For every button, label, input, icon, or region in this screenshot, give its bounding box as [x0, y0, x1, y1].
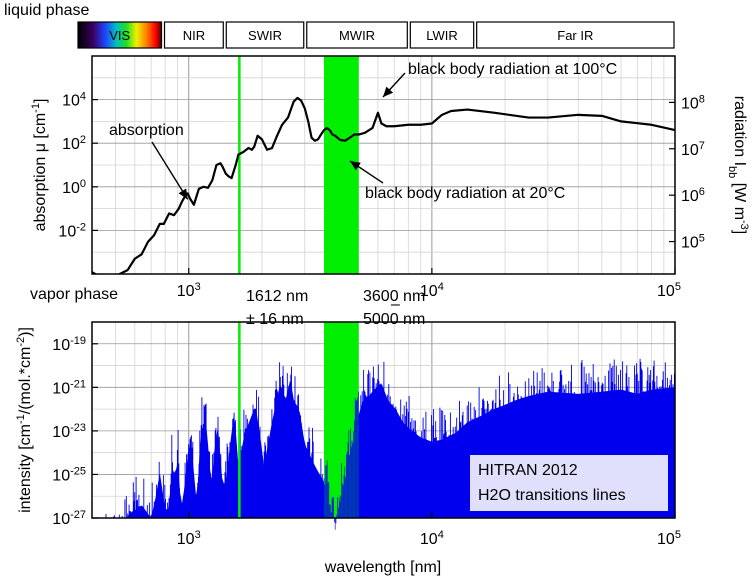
bottom-ticks: 103 104 105 10-27 10-25 10-23 10-21 10-19	[52, 335, 681, 548]
top-plot-frame	[91, 55, 676, 275]
band-label-vis: VIS	[109, 28, 130, 43]
band-label-lwir: LWIR	[426, 28, 458, 43]
annotation-absorption: absorption	[109, 122, 184, 139]
top-chart-title: liquid phase	[4, 2, 90, 19]
right-ytick-label: 106	[681, 186, 705, 205]
band-nir	[163, 21, 224, 49]
annotation-bb20-arrow	[349, 160, 384, 184]
top-xtick-label: 103	[177, 281, 201, 300]
bottom-y-axis-label: intensity [cm-1/(mol.*cm-2)]	[15, 327, 34, 513]
bottom-legend: HITRAN 2012 H2O transitions lines	[470, 455, 668, 511]
band-label-swir: SWIR	[248, 28, 282, 43]
highlight-label-mwir-line1: 3600 nm	[363, 288, 425, 305]
bottom-ytick-label: 10-25	[52, 465, 86, 484]
bottom-ytick-label: 10-21	[52, 378, 86, 397]
bottom-highlights	[238, 322, 359, 530]
left-axis-label: absorption μ [cm-1]	[30, 99, 49, 232]
band-lwir	[409, 21, 475, 49]
annotation-bb20: black body radiation at 20°C	[365, 185, 565, 202]
top-xtick-label: 104	[420, 281, 444, 300]
top-annotations: absorption black body radiation at 100°C b…	[109, 61, 617, 202]
annotation-bb100: black body radiation at 100°C	[408, 61, 617, 78]
bottom-ytick-label: 10-23	[52, 422, 86, 441]
right-ytick-label: 107	[681, 140, 705, 159]
spectral-band-bar: VIS NIR SWIR MWIR LWIR Far IR	[77, 21, 675, 49]
band-mwir	[306, 21, 408, 49]
hitran-lines-in-band	[323, 391, 359, 530]
bottom-plot-frame	[91, 321, 676, 519]
band-far-ir	[476, 21, 675, 49]
annotation-bb100-arrow	[382, 72, 406, 98]
right-axis-label: radiation Ibb [W m-3]	[726, 96, 750, 235]
legend-line1: HITRAN 2012	[478, 462, 578, 479]
highlight-label-1612: 1612 nm ± 16 nm	[246, 288, 308, 328]
bottom-xtick-label: 103	[177, 529, 201, 548]
left-ytick-label: 100	[62, 178, 86, 197]
right-ytick-label: 108	[681, 93, 705, 112]
band-label-mwir: MWIR	[339, 28, 375, 43]
legend-line2: H2O transitions lines	[478, 487, 626, 504]
annotation-absorption-arrow	[151, 141, 189, 200]
left-ytick-label: 10-2	[58, 221, 86, 240]
bottom-xtick-label: 105	[657, 529, 681, 548]
top-ticks: 103 104 105 10-2 100 102 104 105 106 107 108	[58, 91, 705, 300]
highlight-label-mwir-line2: 5000 nm	[363, 311, 425, 328]
band-label-nir: NIR	[183, 28, 205, 43]
band-label-far-ir: Far IR	[557, 28, 593, 43]
highlight-label-mwir: 3600 nm – 5000 nm	[363, 288, 425, 328]
top-grid	[91, 55, 675, 275]
left-ytick-label: 102	[62, 134, 86, 153]
highlight-label-mwir-dash: –	[391, 296, 400, 313]
left-ytick-label: 104	[62, 91, 86, 110]
top-highlight-0	[238, 56, 241, 274]
bottom-x-axis-label: wavelength [nm]	[324, 559, 442, 576]
band-vis	[77, 21, 163, 49]
highlight-label-1612-line2: ± 16 nm	[246, 311, 304, 328]
bottom-xtick-label: 104	[420, 529, 444, 548]
bottom-highlight-0	[238, 322, 241, 518]
bottom-ytick-label: 10-27	[52, 509, 86, 528]
top-series	[92, 96, 675, 274]
legend-box	[470, 455, 668, 511]
bottom-ytick-label: 10-19	[52, 335, 86, 354]
top-xtick-label: 105	[657, 281, 681, 300]
absorption-curve	[92, 96, 675, 274]
band-swir	[225, 21, 305, 49]
right-ytick-label: 105	[681, 233, 705, 252]
highlight-label-1612-line1: 1612 nm	[246, 288, 308, 305]
bottom-chart-title: vapor phase	[30, 286, 118, 303]
